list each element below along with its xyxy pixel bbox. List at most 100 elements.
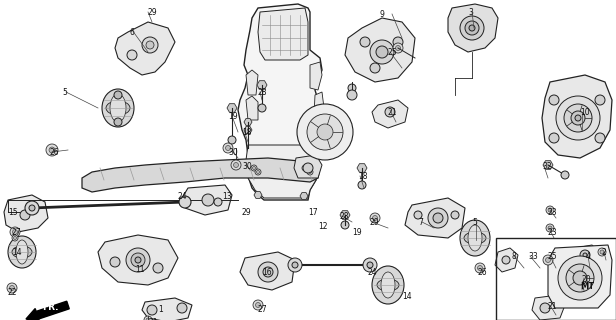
Circle shape [251,165,257,171]
Circle shape [256,302,261,308]
FancyArrow shape [26,301,69,320]
Text: 25: 25 [388,48,397,57]
Text: 29: 29 [370,218,379,227]
Circle shape [367,262,373,268]
Polygon shape [4,195,48,232]
Circle shape [566,264,594,292]
Text: 15: 15 [8,208,18,217]
Circle shape [146,318,150,320]
Circle shape [20,210,30,220]
Circle shape [556,96,600,140]
Text: 7: 7 [418,218,423,227]
Text: 12: 12 [318,222,328,231]
Circle shape [135,257,141,263]
Polygon shape [115,22,175,75]
Circle shape [571,111,585,125]
Circle shape [385,107,395,117]
Circle shape [12,229,17,235]
Ellipse shape [464,232,486,244]
Circle shape [228,136,236,144]
Circle shape [225,146,230,150]
Text: 17: 17 [308,208,318,217]
Ellipse shape [12,246,32,258]
Polygon shape [244,118,252,125]
Circle shape [573,271,587,285]
Bar [496,238,616,320]
Circle shape [477,266,482,270]
Text: 6: 6 [130,28,135,37]
Circle shape [303,163,313,173]
Circle shape [114,118,122,126]
Circle shape [393,37,403,47]
Circle shape [558,256,602,300]
Text: 2: 2 [602,248,607,257]
Circle shape [433,213,443,223]
Polygon shape [246,145,316,198]
Circle shape [363,258,377,272]
Polygon shape [294,155,322,178]
Text: 25: 25 [548,252,557,261]
Circle shape [548,226,552,230]
Circle shape [256,171,259,173]
Circle shape [288,258,302,272]
Circle shape [561,171,569,179]
Circle shape [348,84,356,92]
Text: 28: 28 [258,88,267,97]
Text: 30: 30 [228,148,238,157]
Circle shape [370,63,380,73]
Circle shape [147,305,157,315]
Circle shape [469,25,475,31]
Text: 11: 11 [135,265,145,274]
Circle shape [580,250,590,260]
Text: 22: 22 [8,288,17,297]
Circle shape [580,276,585,281]
Circle shape [231,160,241,170]
Polygon shape [306,126,314,133]
Ellipse shape [102,89,134,127]
Ellipse shape [110,94,126,122]
Circle shape [373,215,378,220]
Circle shape [540,303,550,313]
Polygon shape [548,245,612,308]
Polygon shape [448,4,498,52]
Circle shape [341,221,349,229]
Circle shape [347,90,357,100]
Circle shape [214,198,222,206]
Text: 26: 26 [478,268,488,277]
Text: 14: 14 [402,292,411,301]
Polygon shape [300,193,308,199]
Circle shape [502,256,510,264]
Text: 23: 23 [548,228,557,237]
Text: 26: 26 [50,148,60,157]
Circle shape [302,165,308,171]
Circle shape [258,104,266,112]
Circle shape [12,235,18,241]
Polygon shape [543,161,553,169]
Circle shape [146,41,154,49]
Polygon shape [357,164,367,172]
Circle shape [202,194,214,206]
Text: 31: 31 [148,318,158,320]
Circle shape [263,267,273,277]
Circle shape [253,300,263,310]
Circle shape [309,171,312,173]
Text: 19: 19 [352,228,362,237]
Polygon shape [372,100,408,128]
Circle shape [7,283,17,293]
Circle shape [233,163,238,167]
Ellipse shape [377,279,399,291]
Circle shape [546,206,554,214]
Ellipse shape [106,101,130,115]
Circle shape [292,262,298,268]
Circle shape [360,37,370,47]
Circle shape [177,303,187,313]
Polygon shape [310,62,322,90]
Text: 3: 3 [468,8,473,17]
Text: 33: 33 [528,252,538,261]
Circle shape [358,181,366,189]
Circle shape [10,227,20,237]
Circle shape [370,40,394,64]
Ellipse shape [460,220,490,256]
Circle shape [297,104,353,160]
Text: 21: 21 [388,108,397,117]
